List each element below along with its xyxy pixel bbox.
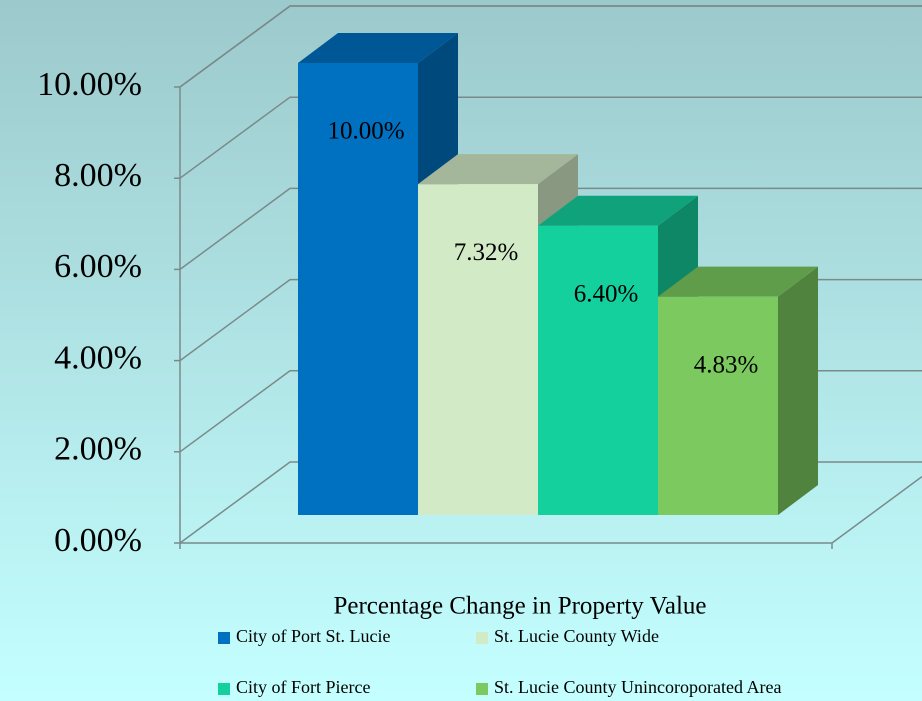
legend-label: City of Fort Pierce xyxy=(236,677,370,697)
data-label: 7.32% xyxy=(454,239,519,266)
legend-label: St. Lucie County Unincoroporated Area xyxy=(494,677,781,697)
y-tick-label: 8.00% xyxy=(54,157,142,194)
bar-top xyxy=(658,266,818,297)
bar-top xyxy=(418,154,578,185)
legend-label: City of Port St. Lucie xyxy=(236,626,391,646)
y-tick-label: 10.00% xyxy=(37,66,142,103)
bar-top xyxy=(538,195,698,226)
bar xyxy=(538,225,658,515)
x-axis-label: Percentage Change in Property Value xyxy=(333,593,706,620)
legend-swatch xyxy=(218,632,230,644)
grid-line xyxy=(179,5,922,88)
bar xyxy=(658,296,778,515)
legend-label: St. Lucie County Wide xyxy=(494,626,659,646)
y-tick-label: 2.00% xyxy=(54,431,142,468)
legend-swatch xyxy=(218,683,230,695)
data-label: 4.83% xyxy=(694,351,759,378)
data-label: 6.40% xyxy=(574,280,639,307)
grid-line xyxy=(179,96,922,179)
y-tick-label: 4.00% xyxy=(54,339,142,376)
y-tick-label: 0.00% xyxy=(54,522,142,559)
legend-swatch xyxy=(476,683,488,695)
floor-edge xyxy=(831,475,922,544)
bar xyxy=(298,63,418,515)
bar-side xyxy=(778,266,818,515)
legend-swatch xyxy=(476,632,488,644)
grid-line xyxy=(179,187,922,271)
data-label: 10.00% xyxy=(327,118,404,145)
y-tick-label: 6.00% xyxy=(54,248,142,285)
bar xyxy=(418,184,538,516)
bar-top xyxy=(298,33,458,63)
